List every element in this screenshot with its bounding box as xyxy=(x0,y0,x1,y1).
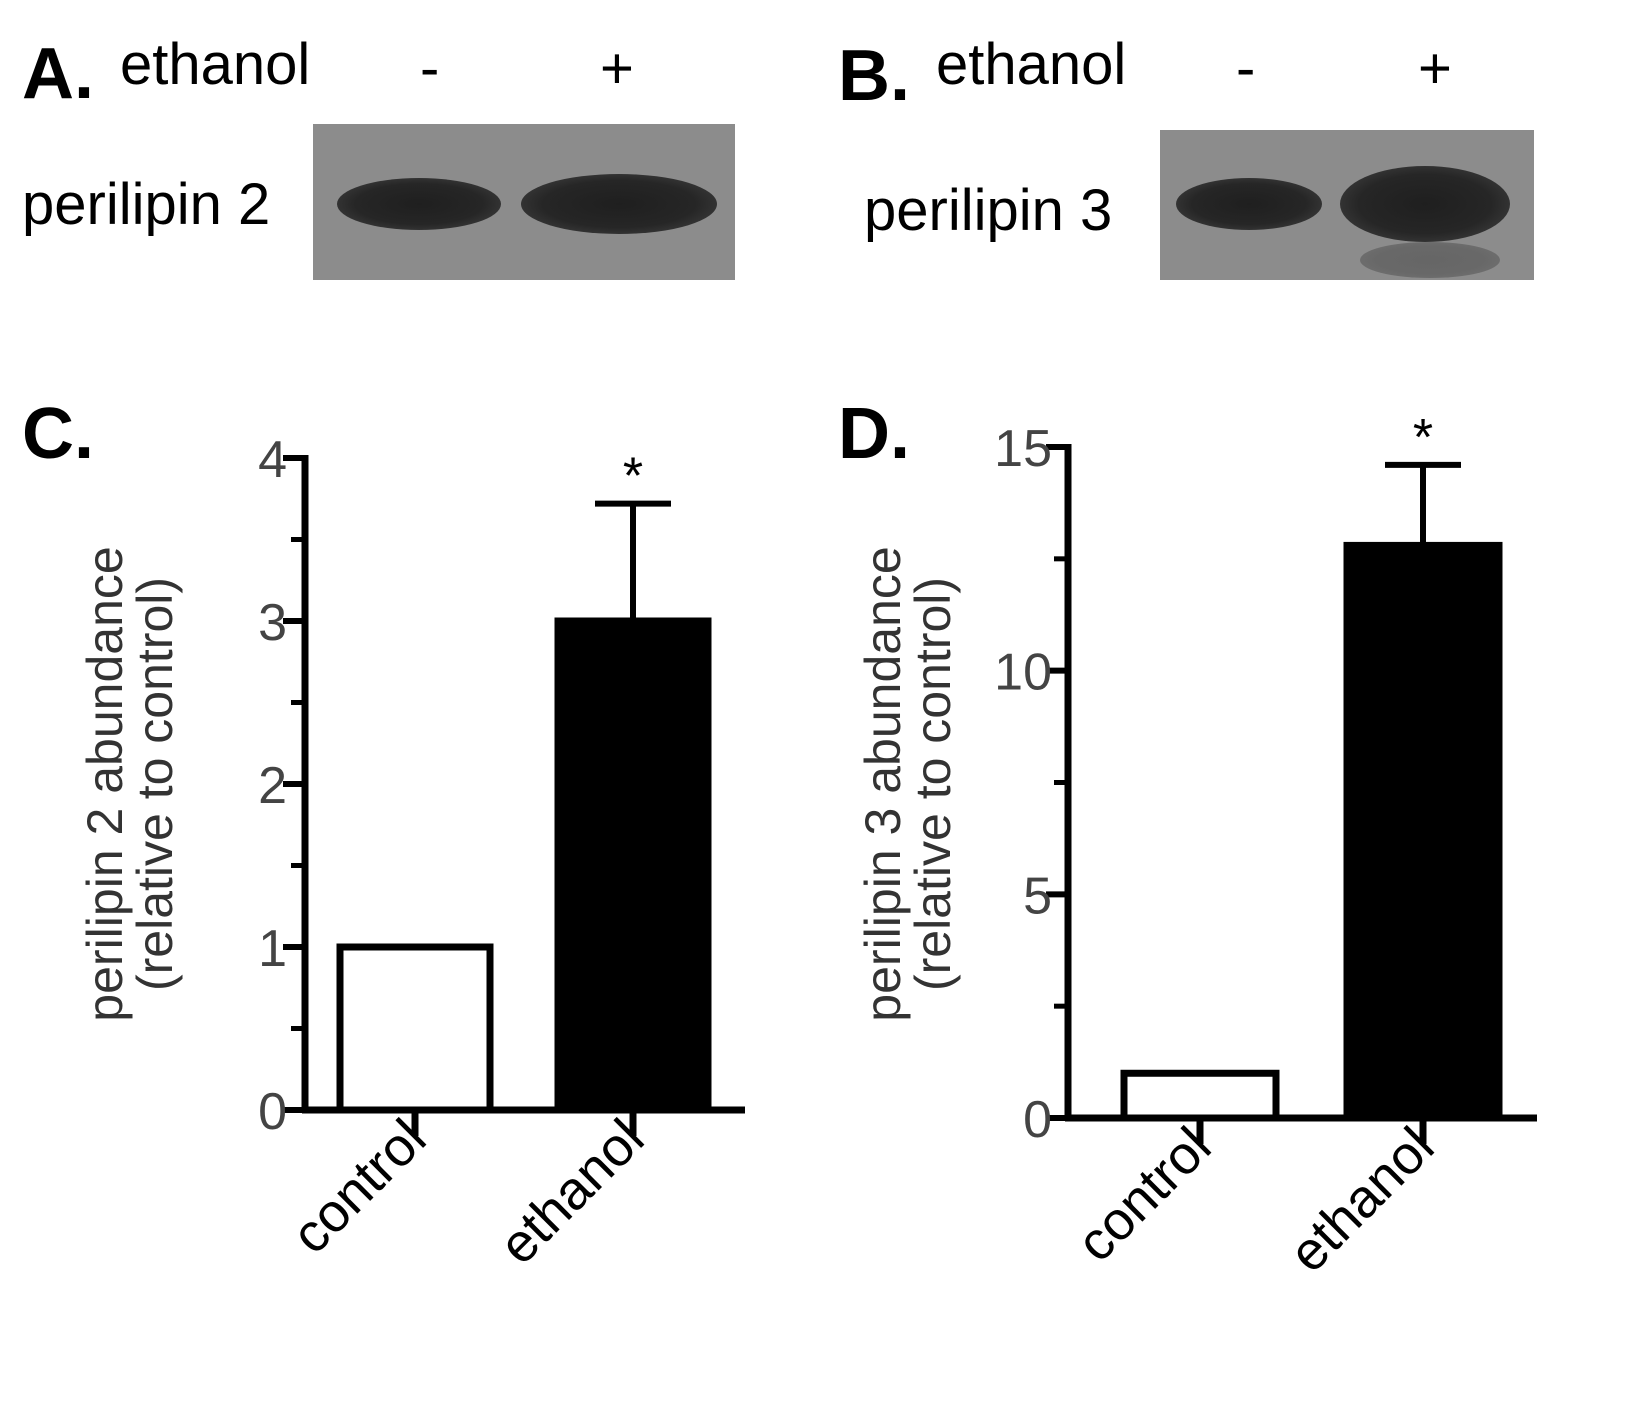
chart-c-y-tick-label: 4 xyxy=(258,431,287,489)
perilipin-3-blot-image xyxy=(1160,130,1534,280)
chart-c-x-tick-label: ethanol xyxy=(488,1108,656,1276)
chart-c-bar-ethanol xyxy=(554,617,712,1114)
chart-d-y-axis-label: perilipin 3 abundance xyxy=(855,546,911,1021)
perilipin-3-band-control xyxy=(1176,178,1322,230)
panel-b-letter: B. xyxy=(838,36,910,116)
panel-b-blot-label: perilipin 3 xyxy=(864,178,1113,243)
chart-c-significance-ethanol: * xyxy=(623,448,643,506)
chart-d-x-tick-label: ethanol xyxy=(1278,1116,1446,1284)
perilipin-2-blot-image xyxy=(313,124,735,280)
chart-d-x-tick-label: control xyxy=(1065,1116,1222,1273)
chart-c-y-tick-label: 0 xyxy=(258,1083,287,1141)
chart-d-y-tick-label: 0 xyxy=(1023,1091,1052,1149)
chart-d-significance-ethanol: * xyxy=(1413,409,1433,467)
panel-b-lane-minus: - xyxy=(1236,36,1256,101)
chart-c-x-tick-label: control xyxy=(280,1108,437,1265)
panel-a-lane-plus: + xyxy=(600,36,634,101)
perilipin-3-band-ethanol xyxy=(1340,166,1510,242)
panel-b-treatment-label: ethanol xyxy=(936,32,1127,97)
panel-b-lane-plus: + xyxy=(1418,36,1452,101)
chart-c-y-axis-label: perilipin 2 abundance xyxy=(77,546,133,1021)
perilipin-2-band-control xyxy=(337,178,501,230)
chart-d-y-axis-label: (relative to control) xyxy=(905,577,961,991)
chart-d-bar-ethanol xyxy=(1343,541,1503,1122)
panel-a-lane-minus: - xyxy=(420,36,440,101)
panel-a-blot-label: perilipin 2 xyxy=(22,172,271,237)
chart-c-y-tick-label: 2 xyxy=(258,757,287,815)
chart-d-y-tick-label: 5 xyxy=(1023,867,1052,925)
panel-a-letter: A. xyxy=(22,34,94,114)
panel-a-treatment-label: ethanol xyxy=(120,32,311,97)
panel-d-letter: D. xyxy=(838,394,910,474)
chart-c-bar-control xyxy=(336,943,494,1114)
chart-d-y-tick-label: 15 xyxy=(994,420,1052,478)
perilipin-3-band-smear xyxy=(1360,242,1500,278)
chart-d-bar-control xyxy=(1120,1069,1280,1122)
perilipin-2-band-ethanol xyxy=(521,174,717,234)
panel-c-letter: C. xyxy=(22,394,94,474)
chart-d-y-tick-label: 10 xyxy=(994,644,1052,702)
chart-c-group: * 0 1 2 3 4 control ethanol perilipin 2 abundanc… xyxy=(77,431,745,1276)
chart-d-group: * 0 5 10 15 control ethanol perilipin 3 abundan… xyxy=(855,409,1537,1284)
chart-c-y-axis-label: (relative to control) xyxy=(127,577,183,991)
chart-c-y-tick-label: 3 xyxy=(258,594,287,652)
chart-c-y-tick-label: 1 xyxy=(258,920,287,978)
